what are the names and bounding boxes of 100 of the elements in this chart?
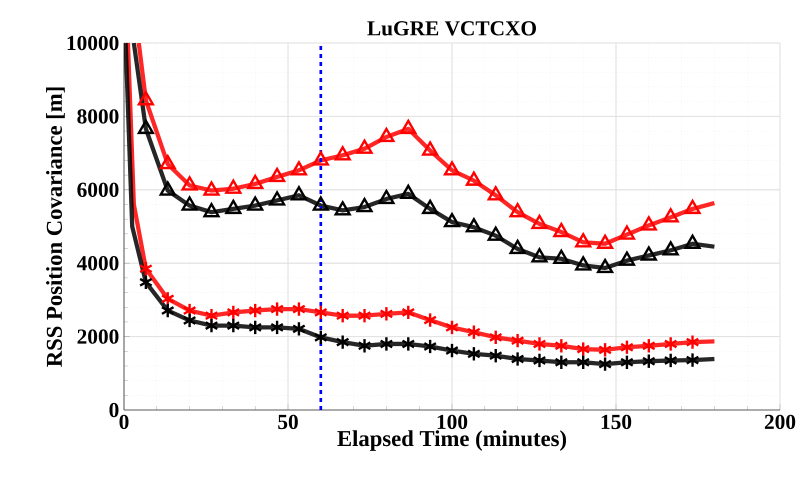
point [422,141,438,156]
point [203,181,220,196]
point [553,222,570,238]
point [160,154,176,170]
point [466,171,482,186]
point [422,200,438,214]
point [248,320,262,336]
point [312,151,329,166]
point [181,176,198,191]
point [138,120,154,134]
point [138,260,153,277]
y-tick-label: 6000 [77,182,118,197]
point [225,180,242,194]
point [642,353,656,370]
point [292,321,306,337]
point [532,336,546,352]
point [640,246,657,261]
point [664,352,678,368]
point [510,332,525,349]
point [314,329,328,346]
point [488,348,503,364]
point [248,302,262,318]
point [686,352,700,368]
point [204,318,218,334]
point [312,196,329,211]
point [642,338,656,354]
point [423,312,438,328]
point [553,250,570,264]
point [444,212,460,228]
point [575,256,592,271]
point [684,234,701,249]
point [576,341,590,357]
y-tick-label: 10000 [68,36,118,50]
point [401,336,416,352]
x-tick-label: 150 [602,414,632,430]
point [466,218,482,232]
point [268,168,286,182]
point [575,233,592,248]
point [640,216,657,231]
point [401,304,416,320]
point [160,302,175,318]
point [226,318,240,334]
point [225,200,242,214]
point [203,202,220,218]
point [270,301,284,317]
point [314,304,328,320]
point [138,274,153,290]
point [270,320,284,336]
point [531,248,548,263]
point [181,196,198,211]
chart-title: LuGRE VCTCXO [367,21,536,36]
point [510,351,525,367]
point [400,184,416,200]
point [378,190,395,204]
point [336,308,350,324]
x-axis-title: Elapsed Time (minutes) [337,430,566,451]
point [662,241,679,256]
point [509,240,526,254]
point [684,200,701,214]
x-tick-label: 0 [119,414,129,430]
point [576,354,590,370]
point [596,234,614,249]
point [400,120,416,134]
point [488,226,504,241]
point [620,339,634,356]
point [247,174,264,190]
point [532,352,546,368]
point [620,354,634,370]
y-tick-label: 4000 [76,256,118,270]
point [598,356,612,372]
point [466,346,481,362]
point [247,196,264,211]
x-tick-label: 200 [764,414,796,430]
point [379,336,394,352]
point [334,201,351,216]
point [531,214,548,230]
point [334,146,351,161]
point [379,306,394,322]
point [618,225,636,240]
point [160,290,175,307]
point [268,191,286,206]
point [554,354,568,370]
point [445,320,459,336]
point [488,186,504,201]
x-tick-label: 100 [438,414,468,430]
point [554,338,568,354]
point [378,128,395,142]
point [292,301,306,317]
point [336,334,350,350]
point [290,186,308,201]
point [662,208,679,223]
point [160,181,176,196]
point [664,336,678,352]
point [509,202,526,218]
y-axis-title: RSS Position Covariance [m] [46,87,65,367]
point [596,258,614,274]
y-tick-label: 2000 [78,329,118,344]
point [598,342,612,358]
y-tick-label: 8000 [77,109,118,124]
point [445,342,459,358]
